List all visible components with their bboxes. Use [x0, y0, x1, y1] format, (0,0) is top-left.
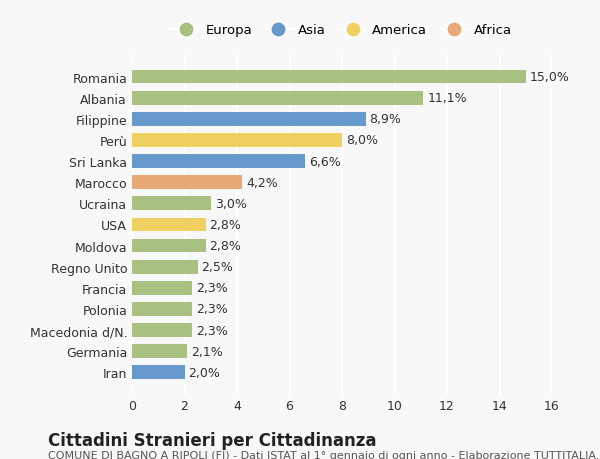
- Bar: [132, 71, 526, 84]
- Text: 2,5%: 2,5%: [202, 261, 233, 274]
- Bar: [132, 366, 185, 379]
- Text: 4,2%: 4,2%: [246, 176, 278, 189]
- Text: COMUNE DI BAGNO A RIPOLI (FI) - Dati ISTAT al 1° gennaio di ogni anno - Elaboraz: COMUNE DI BAGNO A RIPOLI (FI) - Dati IST…: [48, 450, 600, 459]
- Bar: [132, 218, 205, 232]
- Text: 2,8%: 2,8%: [209, 240, 241, 252]
- Bar: [132, 324, 193, 337]
- Text: 2,0%: 2,0%: [188, 366, 220, 379]
- Bar: [132, 260, 197, 274]
- Bar: [132, 345, 187, 358]
- Text: 2,8%: 2,8%: [209, 218, 241, 231]
- Text: 15,0%: 15,0%: [530, 71, 569, 84]
- Text: 6,6%: 6,6%: [309, 155, 341, 168]
- Legend: Europa, Asia, America, Africa: Europa, Asia, America, Africa: [172, 24, 512, 37]
- Bar: [132, 134, 342, 147]
- Bar: [132, 197, 211, 211]
- Bar: [132, 155, 305, 168]
- Bar: [132, 281, 193, 295]
- Bar: [132, 239, 205, 253]
- Text: 8,9%: 8,9%: [370, 113, 401, 126]
- Text: Cittadini Stranieri per Cittadinanza: Cittadini Stranieri per Cittadinanza: [48, 431, 377, 449]
- Bar: [132, 302, 193, 316]
- Text: 3,0%: 3,0%: [215, 197, 247, 210]
- Text: 11,1%: 11,1%: [427, 92, 467, 105]
- Text: 2,1%: 2,1%: [191, 345, 223, 358]
- Text: 2,3%: 2,3%: [196, 303, 228, 316]
- Text: 2,3%: 2,3%: [196, 282, 228, 295]
- Bar: [132, 176, 242, 190]
- Text: 2,3%: 2,3%: [196, 324, 228, 337]
- Bar: [132, 92, 424, 105]
- Bar: [132, 112, 365, 126]
- Text: 8,0%: 8,0%: [346, 134, 378, 147]
